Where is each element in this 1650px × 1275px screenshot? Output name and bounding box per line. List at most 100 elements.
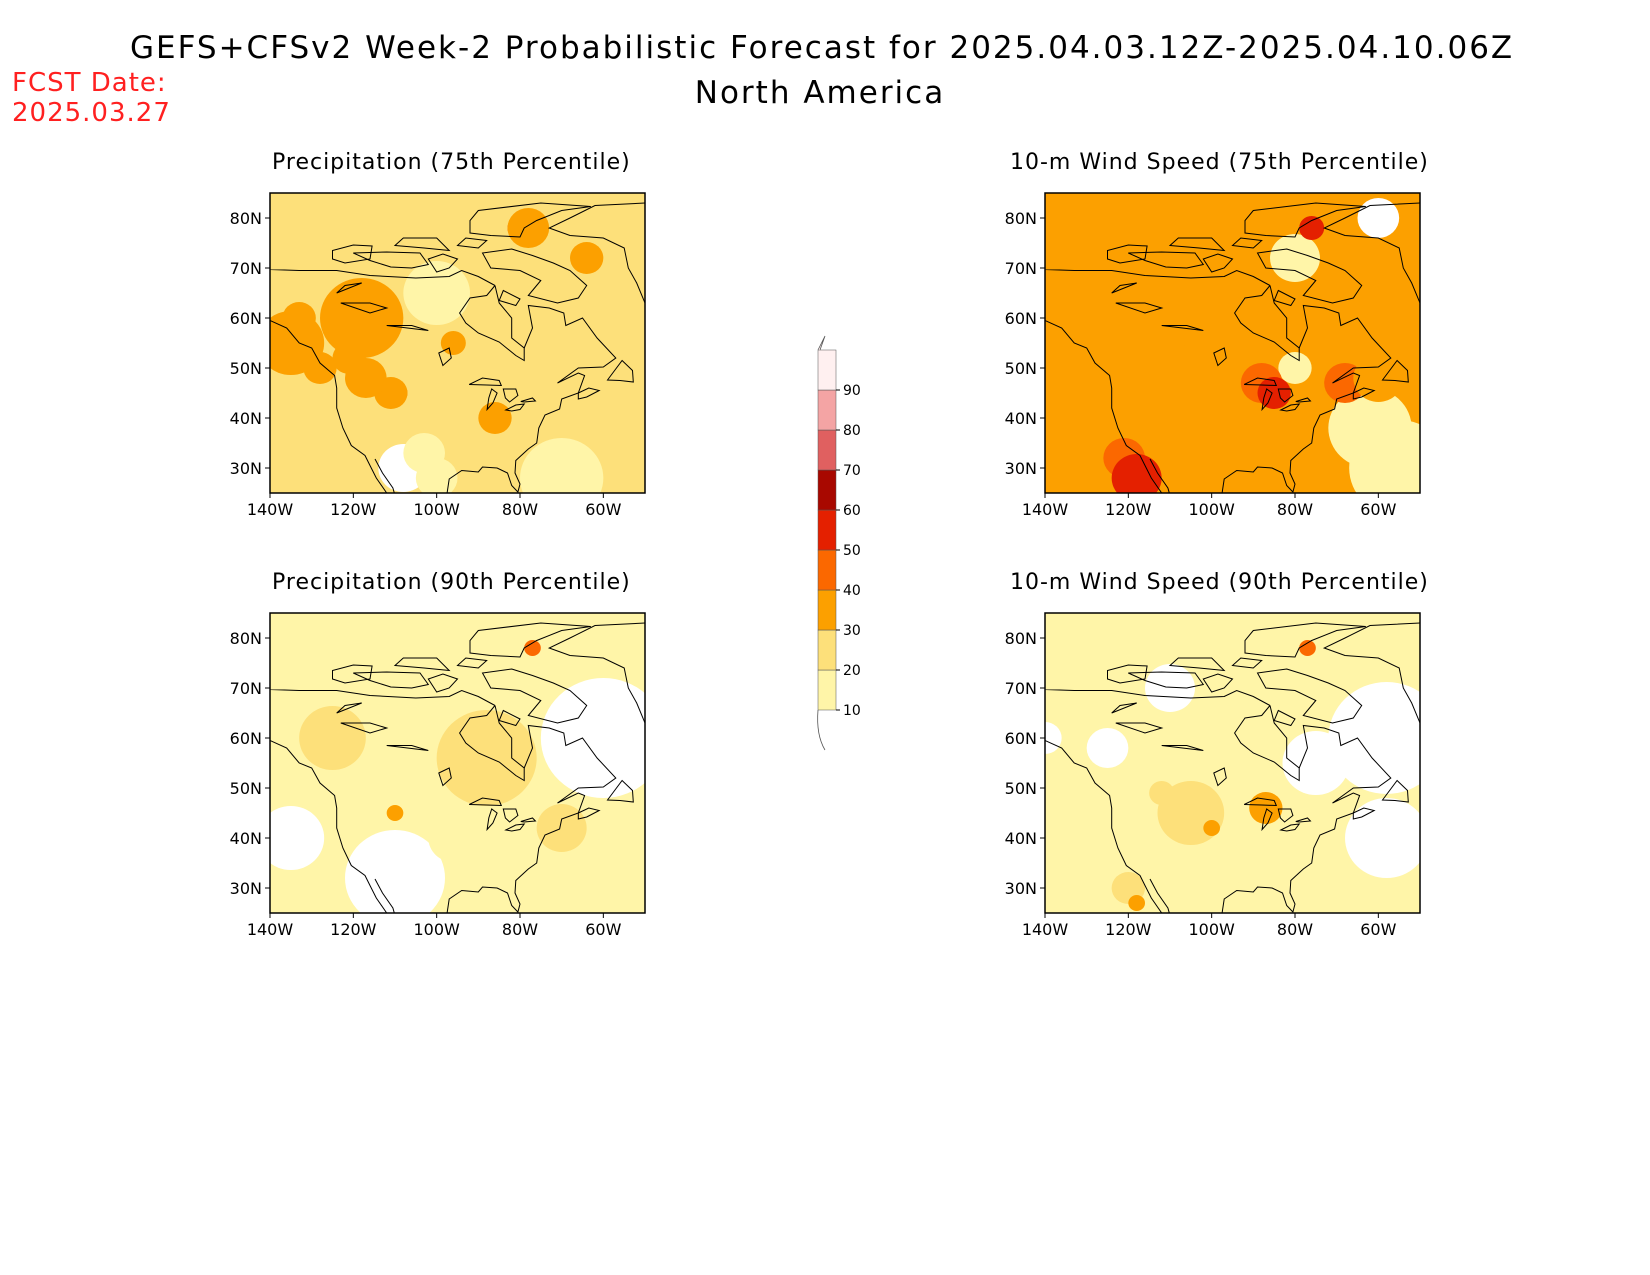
lon-tick-label: 60W xyxy=(1360,920,1396,939)
probability-contour-area xyxy=(570,242,604,274)
colorbar-swatch xyxy=(817,589,837,631)
lat-tick-label: 70N xyxy=(1005,679,1037,698)
lon-tick-label: 120W xyxy=(1105,500,1152,519)
probability-contour-area xyxy=(440,331,466,355)
forecast-date-block: FCST Date: 2025.03.27 xyxy=(12,68,171,128)
coastline xyxy=(606,779,634,803)
colorbar-swatch xyxy=(817,669,837,711)
coastline xyxy=(1045,739,1163,913)
probability-contour-area xyxy=(478,402,512,434)
coastline xyxy=(446,724,617,913)
lat-tick-label: 30N xyxy=(1005,459,1037,478)
forecast-date-label: FCST Date: xyxy=(12,68,167,98)
coastline xyxy=(468,377,503,387)
probability-contour-area xyxy=(332,342,366,374)
probability-contour-area xyxy=(507,208,550,248)
coastline xyxy=(332,664,373,684)
probability-contour-area xyxy=(282,302,316,334)
coastline xyxy=(1111,702,1137,714)
coastline xyxy=(1107,664,1148,684)
low-probability-area xyxy=(1278,352,1312,384)
probability-contour-area xyxy=(386,805,404,821)
probability-contour-area xyxy=(299,706,366,770)
coastline xyxy=(1322,622,1420,724)
coastline xyxy=(1273,289,1296,307)
map-precip-90: 140W 120W 100W 80W 60W 30N 40N 50N 60N 70N 80N xyxy=(230,612,646,939)
colorbar-top-arrow xyxy=(817,335,826,351)
panel-title-wind-75: 10-m Wind Speed (75th Percentile) xyxy=(1010,150,1429,175)
lat-tick-label: 30N xyxy=(230,459,262,478)
lat-tick-label: 40N xyxy=(1005,829,1037,848)
colorbar-swatch xyxy=(817,509,837,551)
coastline xyxy=(1295,817,1312,823)
lat-tick-label: 40N xyxy=(230,409,262,428)
lat-tick-label: 30N xyxy=(1005,879,1037,898)
colorbar-label: 60 xyxy=(843,503,861,519)
coastline xyxy=(456,657,488,669)
lat-tick-label: 80N xyxy=(230,629,262,648)
coastline xyxy=(1279,403,1301,412)
coastline xyxy=(1149,458,1170,493)
coastline xyxy=(1231,657,1263,669)
coastline xyxy=(393,237,451,252)
coastline xyxy=(1221,724,1392,913)
panel-title-precip-90: Precipitation (90th Percentile) xyxy=(272,570,631,595)
coastline xyxy=(1045,319,1163,493)
lon-tick-label: 140W xyxy=(247,920,294,939)
colorbar-swatch xyxy=(817,429,837,471)
lon-tick-label: 60W xyxy=(1360,500,1396,519)
lat-tick-label: 50N xyxy=(230,779,262,798)
map-precip-75: 140W 120W 100W 80W 60W 30N 40N 50N 60N 70N 80N xyxy=(230,192,646,519)
low-probability-area xyxy=(1228,839,1279,887)
coastline xyxy=(469,202,591,238)
lat-tick-label: 50N xyxy=(1005,359,1037,378)
colorbar-label: 20 xyxy=(843,663,861,679)
panel-title-wind-90: 10-m Wind Speed (90th Percentile) xyxy=(1010,570,1429,595)
coastline xyxy=(1161,745,1204,751)
lon-tick-label: 120W xyxy=(1105,920,1152,939)
low-probability-area xyxy=(403,261,470,325)
coastline xyxy=(1234,705,1300,782)
coastline xyxy=(270,739,388,913)
low-probability-area xyxy=(415,458,458,493)
lon-tick-label: 60W xyxy=(585,920,621,939)
low-probability-area xyxy=(1086,728,1129,768)
coastline xyxy=(1045,268,1271,286)
coastline xyxy=(486,808,498,832)
probability-contour-area xyxy=(1128,266,1195,330)
coastline xyxy=(1244,622,1366,658)
low-probability-area xyxy=(540,678,645,798)
coastline xyxy=(340,302,389,314)
map-wind-90: 140W 120W 100W 80W 60W 30N 40N 50N 60N 70N 80N xyxy=(1005,612,1421,939)
coastline xyxy=(270,319,388,493)
coastline xyxy=(374,458,395,493)
lat-tick-label: 60N xyxy=(1005,309,1037,328)
coastline xyxy=(1115,302,1164,314)
lat-tick-label: 80N xyxy=(230,209,262,228)
probability-contour-area xyxy=(1149,781,1175,805)
lat-tick-label: 60N xyxy=(230,729,262,748)
colorbar-label: 30 xyxy=(843,623,861,639)
coastline xyxy=(504,823,526,832)
coastline xyxy=(486,388,498,412)
coastline xyxy=(1244,202,1366,238)
coastline xyxy=(332,244,373,264)
coastline xyxy=(1128,251,1205,269)
coastline xyxy=(1352,807,1376,820)
map-wind-75: 140W 120W 100W 80W 60W 30N 40N 50N 60N 70N 80N xyxy=(1005,192,1421,519)
coastline xyxy=(1322,202,1420,304)
lon-tick-label: 140W xyxy=(247,500,294,519)
lat-tick-label: 70N xyxy=(230,259,262,278)
colorbar-swatch xyxy=(817,549,837,591)
map-frame xyxy=(269,192,646,494)
lat-tick-label: 60N xyxy=(1005,729,1037,748)
lat-tick-label: 80N xyxy=(1005,629,1037,648)
coastline xyxy=(353,251,430,269)
low-probability-area xyxy=(1349,420,1420,493)
forecast-date-value: 2025.03.27 xyxy=(12,98,171,128)
lat-tick-label: 70N xyxy=(1005,259,1037,278)
coastline xyxy=(1202,673,1234,693)
probability-contour-area xyxy=(320,278,404,358)
coastline xyxy=(606,359,634,383)
coastline xyxy=(1045,688,1271,706)
